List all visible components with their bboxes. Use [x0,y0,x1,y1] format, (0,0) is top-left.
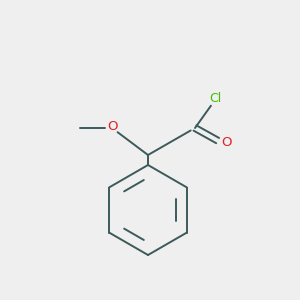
Text: O: O [108,119,118,133]
Text: O: O [222,136,232,148]
Text: Cl: Cl [209,92,221,106]
